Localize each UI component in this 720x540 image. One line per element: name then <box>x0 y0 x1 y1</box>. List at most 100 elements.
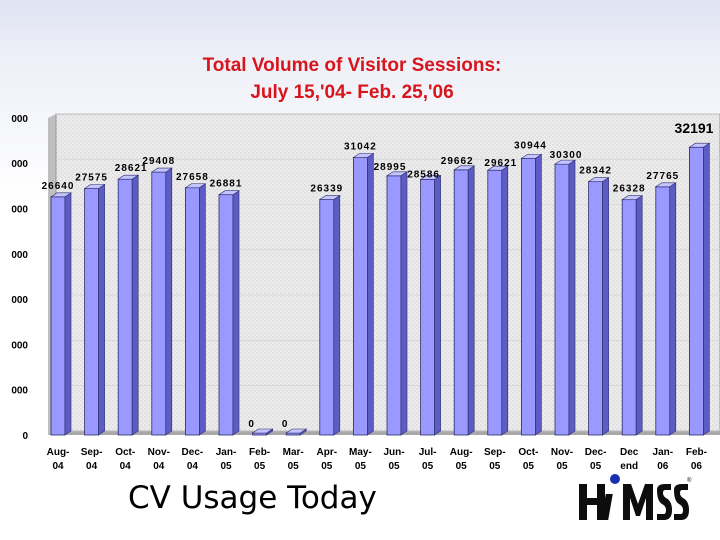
x-tick-label-line-1: Jan- <box>216 447 237 458</box>
x-tick-label-line-1: Feb- <box>686 447 707 458</box>
x-tick-label-line-1: Oct- <box>518 447 538 458</box>
bar-top <box>150 167 173 173</box>
bar-top <box>386 171 408 177</box>
y-tick-label: 0 <box>22 431 28 442</box>
bar-value-label: 28621 <box>115 163 148 174</box>
x-tick-label-line-2: 05 <box>388 461 400 472</box>
bar-value-label: 31042 <box>344 142 377 153</box>
plot-floor <box>48 431 720 435</box>
bar-top <box>285 428 308 434</box>
y-tick-label: 000 <box>11 386 28 397</box>
bar-value-label: 32191 <box>675 120 714 136</box>
bar-top <box>117 174 140 180</box>
slide-caption: CV Usage Today <box>128 480 377 516</box>
bar-value-label: 26881 <box>210 179 243 190</box>
bar-front <box>588 181 603 436</box>
x-tick-label-line-1: Sep- <box>81 447 103 458</box>
bar-value-label: 28586 <box>407 169 440 180</box>
bar-front <box>420 179 436 436</box>
chart-title-line-1: Total Volume of Visitor Sessions: <box>202 55 502 76</box>
bar <box>251 428 274 436</box>
bar-top <box>654 182 677 188</box>
bar-value-label: 30300 <box>550 150 583 161</box>
x-tick-label-line-2: 05 <box>556 461 568 472</box>
bar-front <box>84 188 99 436</box>
bar-top <box>218 190 240 196</box>
bar-front <box>487 169 503 436</box>
x-tick-label-line-2: 05 <box>355 461 367 472</box>
bar-value-label: 29662 <box>441 156 474 167</box>
bar <box>554 159 576 436</box>
bar <box>654 182 677 436</box>
x-tick-label-line-1: Jan- <box>653 447 674 458</box>
x-tick-label-line-2: 05 <box>422 461 434 472</box>
bar-side <box>98 183 105 436</box>
bar-value-label: 26339 <box>310 184 343 195</box>
bar-front <box>689 146 704 436</box>
x-tick-label-line-2: 05 <box>220 461 232 472</box>
x-tick-label-line-2: 05 <box>456 461 468 472</box>
bar <box>419 174 442 436</box>
bar-front <box>352 157 368 436</box>
bar-top <box>251 428 274 434</box>
y-tick-label: 000 <box>11 114 28 125</box>
bar-top <box>453 165 476 171</box>
bar-side <box>535 153 542 436</box>
bar-top <box>83 184 106 189</box>
himss-logo: ® <box>579 474 692 520</box>
bar-front <box>151 171 167 436</box>
bar <box>83 183 106 436</box>
bar-side <box>635 195 643 436</box>
x-tick-label-line-2: 04 <box>52 461 64 472</box>
x-tick-label-line-1: May- <box>349 447 372 458</box>
bar-side <box>669 182 677 436</box>
x-tick-label-line-1: Jun- <box>383 447 404 458</box>
bar-front <box>50 196 66 436</box>
x-tick-label-line-2: 05 <box>523 461 535 472</box>
x-tick-label-line-2: 04 <box>86 461 98 472</box>
bar-value-label: 28342 <box>579 166 612 177</box>
bar-side <box>467 165 475 436</box>
bars <box>50 142 711 436</box>
bar <box>117 174 140 436</box>
bar-front <box>386 175 402 436</box>
x-tick-label-line-1: Aug- <box>47 447 70 458</box>
bar <box>218 190 240 436</box>
bar-side <box>434 174 441 436</box>
bar <box>50 192 72 436</box>
bar-side <box>602 177 609 436</box>
bar-side <box>400 171 408 436</box>
bar <box>184 183 207 436</box>
x-tick-label-line-2: 04 <box>153 461 165 472</box>
bar-top <box>184 183 207 189</box>
bar-value-label: 27575 <box>75 172 108 183</box>
bar-top <box>520 154 543 159</box>
bar-front <box>453 169 469 436</box>
bar <box>352 152 375 436</box>
bar-front <box>218 194 234 436</box>
bar-front <box>184 187 200 436</box>
x-tick-label-line-1: Feb- <box>249 447 270 458</box>
x-tick-label-line-2: 05 <box>254 461 266 472</box>
x-tick-label-line-1: Sep- <box>484 447 506 458</box>
svg-text:®: ® <box>687 477 692 484</box>
chart-title-line-2: July 15,'04- Feb. 25,'06 <box>250 82 454 103</box>
bar-top <box>419 175 442 180</box>
x-tick-label-line-1: Oct- <box>115 447 135 458</box>
y-tick-label: 000 <box>11 159 28 170</box>
x-tick-label-line-2: 04 <box>187 461 199 472</box>
bar <box>285 428 308 436</box>
bar-side <box>232 190 240 436</box>
y-tick-label: 000 <box>11 250 28 261</box>
x-axis-labels: Aug- 04 Sep- 04 Oct- 04 Nov- 04 Dec- 04 Jan- 05 Feb-… <box>47 447 707 472</box>
x-tick-label-line-1: Aug- <box>450 447 473 458</box>
x-tick-label-line-1: Nov- <box>551 447 573 458</box>
x-tick-label-line-1: Dec <box>620 447 639 458</box>
bar <box>587 177 610 436</box>
bar-side <box>199 183 206 436</box>
bar-front <box>554 163 570 436</box>
bar-side <box>64 192 72 436</box>
bar-side <box>501 165 509 436</box>
bar-top <box>587 177 610 182</box>
